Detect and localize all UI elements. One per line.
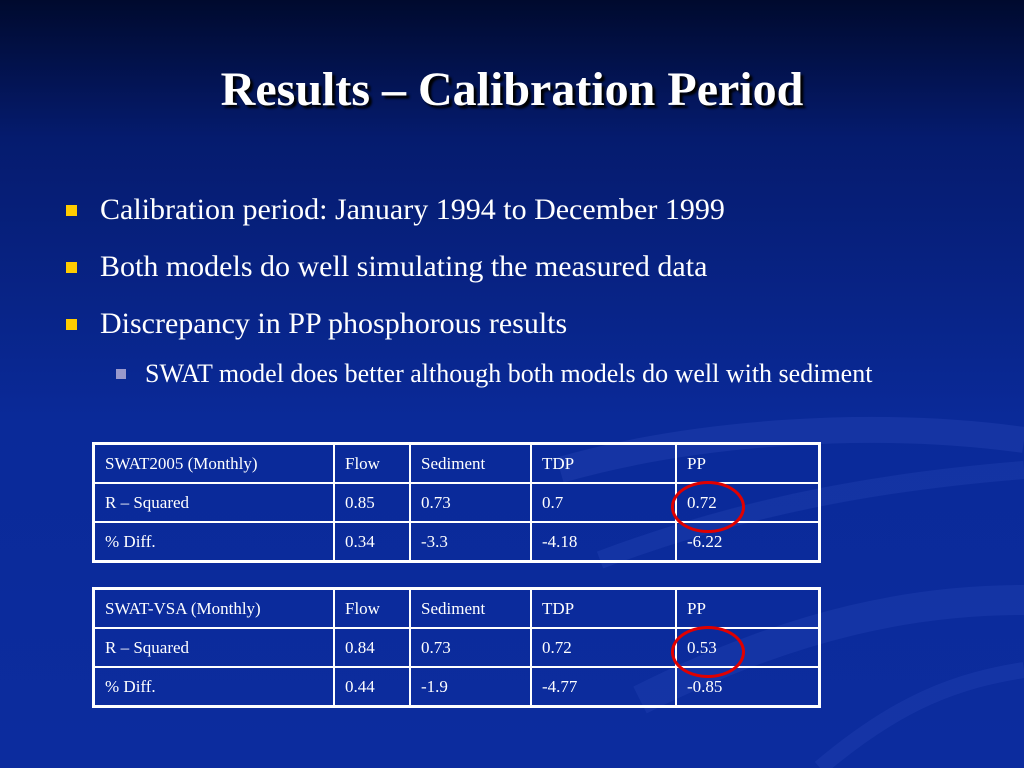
table-cell: PP <box>675 442 821 484</box>
bullet-text: Discrepancy in PP phosphorous results <box>100 307 568 340</box>
table-cell: R – Squared <box>92 482 335 523</box>
table-cell: SWAT2005 (Monthly) <box>92 442 335 484</box>
table-cell: 0.34 <box>333 521 411 563</box>
table-header-row: SWAT-VSA (Monthly) Flow Sediment TDP PP <box>92 587 821 629</box>
table-cell: 0.84 <box>333 627 411 668</box>
table-cell: R – Squared <box>92 627 335 668</box>
table-cell: 0.85 <box>333 482 411 523</box>
table-cell: % Diff. <box>92 666 335 708</box>
sub-bullet-text: SWAT model does better although both mod… <box>145 359 873 388</box>
bullet-list: Calibration period: January 1994 to Dece… <box>60 188 990 393</box>
table-cell: PP <box>675 587 821 629</box>
bullet-text: Both models do well simulating the measu… <box>100 250 708 283</box>
swat-vsa-table: SWAT-VSA (Monthly) Flow Sediment TDP PP … <box>92 587 821 708</box>
square-bullet-icon <box>66 205 77 216</box>
table-header-row: SWAT2005 (Monthly) Flow Sediment TDP PP <box>92 442 821 484</box>
bullet-item: Both models do well simulating the measu… <box>60 245 990 302</box>
square-sub-bullet-icon <box>116 369 126 379</box>
highlight-circle <box>671 481 745 533</box>
bullet-item: Discrepancy in PP phosphorous results <box>60 302 990 359</box>
table-cell: Flow <box>333 587 411 629</box>
table-cell: TDP <box>530 587 677 629</box>
square-bullet-icon <box>66 319 77 330</box>
table-cell: -4.77 <box>530 666 677 708</box>
table-cell: 0.73 <box>409 482 532 523</box>
table-cell: -1.9 <box>409 666 532 708</box>
sub-bullet-item: SWAT model does better although both mod… <box>109 354 990 393</box>
table-cell: 0.7 <box>530 482 677 523</box>
table-cell: Sediment <box>409 587 532 629</box>
table-cell: -4.18 <box>530 521 677 563</box>
square-bullet-icon <box>66 262 77 273</box>
table-cell: 0.44 <box>333 666 411 708</box>
table-cell: TDP <box>530 442 677 484</box>
table-cell: Flow <box>333 442 411 484</box>
highlight-circle <box>671 626 745 678</box>
table-cell: 0.72 <box>530 627 677 668</box>
table-cell: 0.73 <box>409 627 532 668</box>
table-row: R – Squared 0.84 0.73 0.72 0.53 <box>92 627 821 668</box>
table-cell: Sediment <box>409 442 532 484</box>
slide-title: Results – Calibration Period <box>220 63 804 116</box>
table-cell: SWAT-VSA (Monthly) <box>92 587 335 629</box>
bullet-item: Calibration period: January 1994 to Dece… <box>60 188 990 245</box>
swat2005-table: SWAT2005 (Monthly) Flow Sediment TDP PP … <box>92 442 821 563</box>
table-row: % Diff. 0.34 -3.3 -4.18 -6.22 <box>92 521 821 563</box>
table-cell: % Diff. <box>92 521 335 563</box>
table-cell: -3.3 <box>409 521 532 563</box>
bullet-text: Calibration period: January 1994 to Dece… <box>100 193 725 226</box>
